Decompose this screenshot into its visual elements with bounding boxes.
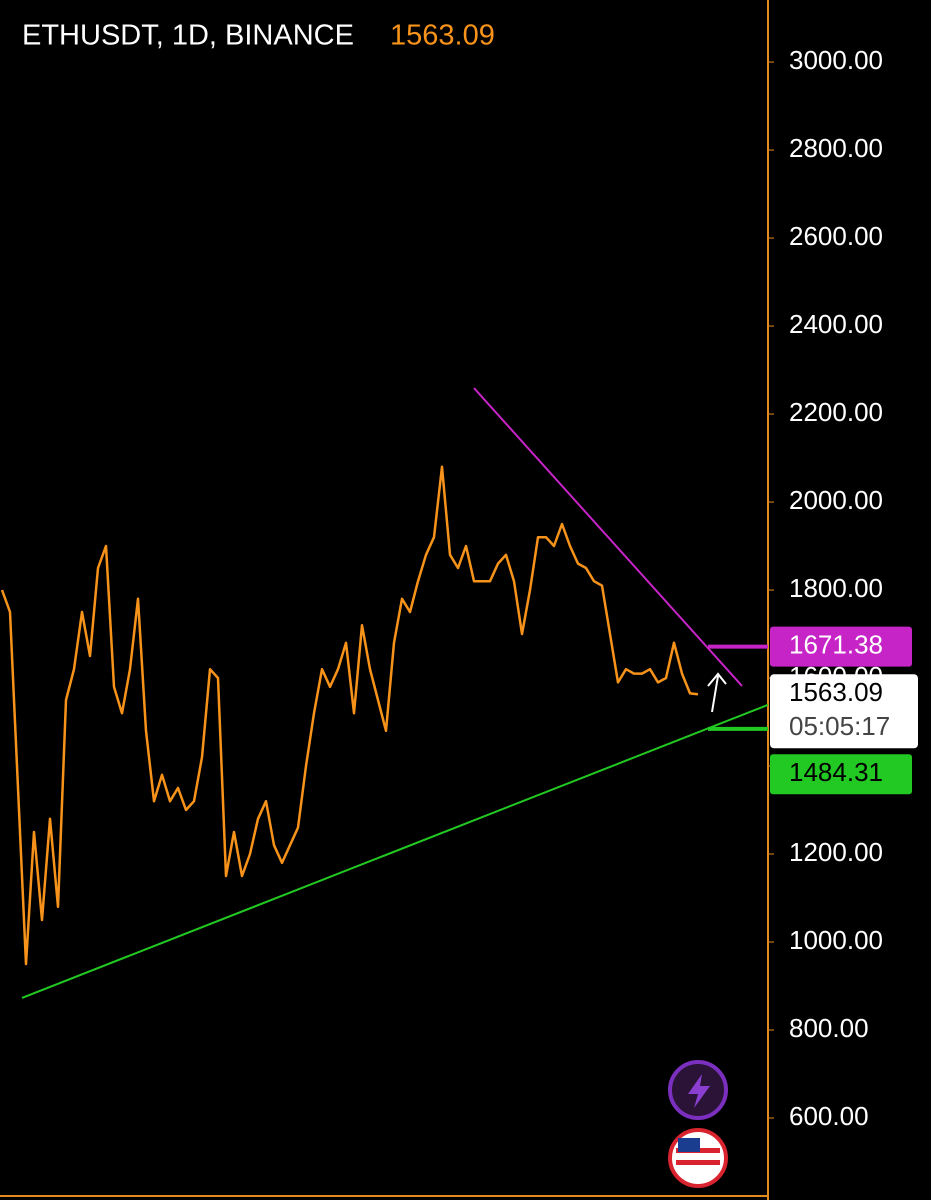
price-tag [770,754,912,795]
price-tag-label: 1671.38 [789,629,883,659]
trendline [473,387,743,687]
y-tick-label: 2000.00 [789,485,883,515]
y-tick-label: 2400.00 [789,309,883,339]
trendline [21,703,769,999]
current-price-box [770,674,918,749]
chart-title: ETHUSDT, 1D, BINANCE [22,20,354,52]
y-tick-label: 1000.00 [789,925,883,955]
y-tick-label: 2600.00 [789,221,883,251]
plot-area [0,387,769,999]
arrow-annotation [707,672,727,713]
flag-canton [678,1138,700,1152]
last-price: 1563.09 [390,20,495,52]
lightning-icon [688,1074,710,1108]
y-tick-label: 600.00 [789,1101,869,1131]
y-tick-label: 3000.00 [789,45,883,75]
y-tick-label: 1200.00 [789,837,883,867]
countdown-label: 05:05:17 [789,711,890,741]
current-price-label: 1563.09 [789,677,883,707]
price-line [0,465,699,966]
lightning-button[interactable] [668,1060,728,1120]
y-tick-label: 1800.00 [789,573,883,603]
y-tick-label: 2200.00 [789,397,883,427]
y-tick-label: 800.00 [789,1013,869,1043]
y-tick-label: 2800.00 [789,133,883,163]
flag-button[interactable] [668,1128,728,1188]
price-tag [770,626,912,667]
price-tag-label: 1484.31 [789,757,883,787]
flag-stripe [676,1160,720,1165]
